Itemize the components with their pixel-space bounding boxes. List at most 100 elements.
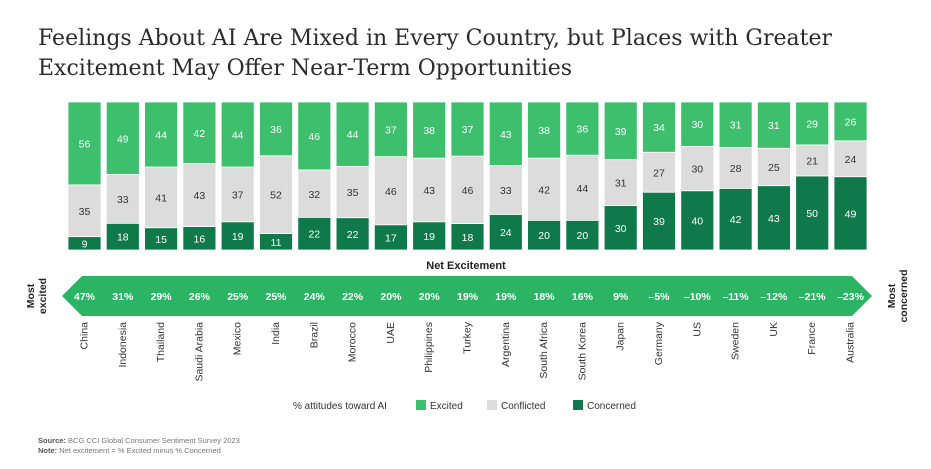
category-label-south-africa: South Africa: [538, 322, 550, 379]
net-excitement-title: Net Excitement: [426, 260, 506, 272]
legend-label-conflicted: Conflicted: [501, 401, 545, 412]
bar-stack-saudi-arabia: 42 43 16: [182, 101, 217, 251]
data-label-excited-us: 30: [691, 119, 703, 131]
category-label-mexico: Mexico: [232, 322, 244, 355]
note-label: Note:: [38, 446, 58, 455]
category-label-morocco: Morocco: [347, 322, 359, 362]
bar-segment-concerned-turkey: [450, 223, 485, 251]
data-label-conflicted-australia: 24: [845, 154, 857, 166]
net-value-saudi-arabia: 26%: [189, 291, 211, 303]
data-label-concerned-brazil: 22: [308, 229, 320, 241]
data-label-excited-australia: 26: [845, 116, 857, 128]
data-label-excited-saudi-arabia: 42: [194, 128, 206, 140]
data-label-concerned-japan: 30: [615, 223, 627, 235]
bar-segment-conflicted-sweden: [718, 147, 753, 189]
bar-segment-excited-turkey: [450, 101, 485, 157]
category-labels-group: China Indonesia Thailand Saudi Arabia Mexico…: [79, 321, 857, 381]
bar-segment-concerned-mexico: [220, 221, 255, 251]
data-label-excited-china: 56: [79, 138, 91, 150]
data-label-conflicted-south-africa: 42: [538, 184, 550, 196]
bar-segment-concerned-sweden: [718, 188, 753, 251]
title-line-2: Excitement May Offer Near-Term Opportuni…: [38, 56, 573, 81]
bar-segment-concerned-india: [259, 233, 293, 251]
net-value-sweden: –11%: [722, 291, 749, 303]
most-excited-label: Most excited: [25, 278, 49, 314]
data-label-concerned-china: 9: [82, 238, 88, 250]
data-label-excited-turkey: 37: [462, 124, 474, 136]
legend-title: % attitudes toward AI: [293, 401, 387, 412]
bar-segment-concerned-brazil: [297, 217, 332, 251]
data-label-concerned-morocco: 22: [347, 229, 359, 241]
net-value-thailand: 29%: [151, 291, 173, 303]
data-label-excited-uae: 37: [385, 124, 397, 136]
net-value-australia: –23%: [837, 291, 865, 303]
data-label-conflicted-germany: 27: [653, 167, 665, 179]
bar-segment-excited-us: [680, 101, 715, 147]
bar-segment-concerned-philippines: [412, 221, 447, 251]
data-label-excited-mexico: 44: [232, 130, 244, 142]
data-label-excited-south-korea: 36: [577, 124, 589, 136]
data-label-concerned-sweden: 42: [730, 214, 742, 226]
bar-stack-brazil: 46 32 22: [297, 101, 332, 251]
bar-segment-excited-japan: [603, 101, 638, 161]
source-note: Source: BCG CCI Global Consumer Sentimen…: [38, 436, 240, 456]
bar-segment-excited-mexico: [220, 101, 255, 168]
data-label-excited-morocco: 44: [347, 129, 359, 141]
net-value-china: 47%: [74, 291, 96, 303]
bar-segment-conflicted-mexico: [220, 166, 255, 223]
category-label-thailand: Thailand: [155, 322, 167, 362]
data-label-conflicted-philippines: 43: [423, 185, 435, 197]
bar-segment-concerned-south-africa: [527, 219, 561, 251]
bar-segment-conflicted-germany: [642, 151, 676, 193]
net-value-south-africa: 18%: [534, 291, 556, 303]
bar-segment-concerned-indonesia: [105, 222, 140, 251]
data-label-excited-france: 29: [806, 118, 818, 130]
bar-segment-concerned-france: [795, 175, 830, 251]
data-label-excited-germany: 34: [653, 122, 665, 134]
bar-stack-us: 30 30 40: [680, 101, 715, 251]
bar-segment-concerned-south-korea: [565, 219, 600, 251]
net-excitement-arrow: [62, 276, 872, 316]
bar-segment-concerned-saudi-arabia: [182, 226, 217, 251]
bar-stack-uae: 37 46 17: [373, 101, 408, 251]
category-label-saudi-arabia: Saudi Arabia: [193, 322, 205, 382]
bar-stack-south-africa: 38 42 20: [527, 101, 561, 251]
bar-segment-conflicted-south-africa: [527, 157, 561, 221]
bar-segment-concerned-argentina: [488, 214, 523, 251]
data-label-concerned-turkey: 18: [462, 232, 474, 244]
data-label-conflicted-uk: 25: [768, 162, 780, 174]
data-label-conflicted-indonesia: 33: [117, 194, 129, 206]
category-label-us: US: [691, 322, 703, 337]
legend-swatch-concerned: [573, 400, 583, 410]
bar-segment-excited-saudi-arabia: [182, 101, 217, 164]
bar-stack-sweden: 31 28 42: [718, 101, 753, 251]
legend-swatch-conflicted: [487, 400, 497, 410]
data-label-concerned-us: 40: [691, 215, 703, 227]
bar-stack-china: 56 35 9: [67, 101, 102, 251]
bar-segment-conflicted-china: [67, 184, 102, 238]
data-label-concerned-philippines: 19: [423, 231, 435, 243]
note-line: Note: Net excitement = % Excited minus %…: [38, 446, 240, 456]
bars-group: 56 35 9 49 33 18 44 41 15 42 43 16 44 37 19 36 52 11 46 32 2…: [67, 101, 868, 251]
bar-stack-south-korea: 36 44 20: [565, 101, 600, 251]
bar-segment-excited-philippines: [412, 101, 447, 159]
bar-stack-france: 29 21 50: [795, 101, 830, 251]
net-value-germany: –5%: [648, 291, 670, 303]
legend: % attitudes toward AI Excited Conflicted Co…: [293, 400, 636, 412]
bar-segment-excited-morocco: [335, 101, 370, 167]
data-label-concerned-australia: 49: [845, 208, 857, 220]
bar-segment-excited-india: [259, 101, 293, 157]
bar-segment-concerned-germany: [642, 191, 676, 251]
data-label-excited-thailand: 44: [155, 130, 167, 142]
net-value-south-korea: 16%: [572, 291, 594, 303]
bar-stack-indonesia: 49 33 18: [105, 101, 140, 251]
bar-segment-concerned-uk: [757, 185, 791, 251]
net-value-france: –21%: [799, 291, 827, 303]
bar-stack-uk: 31 25 43: [757, 101, 791, 251]
bar-segment-conflicted-india: [259, 155, 293, 234]
bar-segment-conflicted-saudi-arabia: [182, 163, 217, 227]
data-label-conflicted-japan: 31: [615, 178, 627, 190]
net-value-uae: 20%: [380, 291, 402, 303]
category-label-turkey: Turkey: [462, 321, 474, 353]
net-value-indonesia: 31%: [112, 291, 134, 303]
